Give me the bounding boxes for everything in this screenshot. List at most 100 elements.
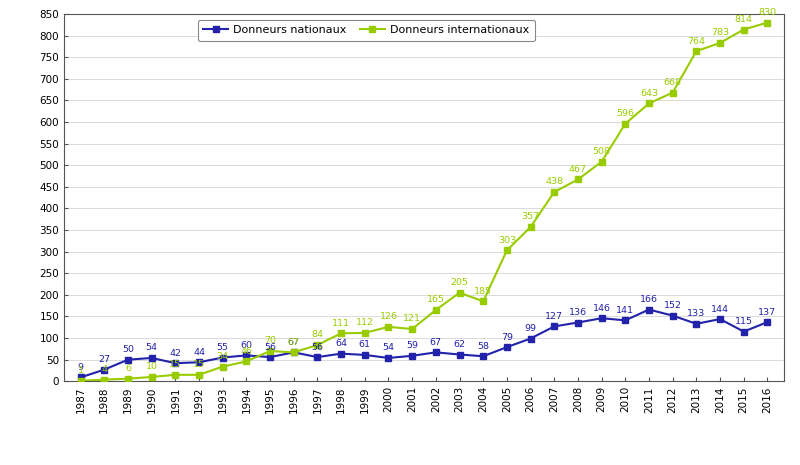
Text: 1: 1	[78, 366, 83, 375]
Text: 814: 814	[734, 15, 753, 24]
Donneurs nationaux	[762, 319, 772, 325]
Donneurs internationaux	[597, 159, 606, 165]
Donneurs nationaux	[218, 355, 227, 360]
Donneurs nationaux	[123, 357, 133, 363]
Text: 6: 6	[125, 364, 131, 373]
Donneurs internationaux	[99, 377, 109, 382]
Donneurs nationaux	[407, 353, 417, 359]
Donneurs internationaux	[550, 189, 559, 195]
Text: 146: 146	[593, 304, 610, 312]
Text: 205: 205	[450, 278, 469, 287]
Text: 15: 15	[193, 360, 205, 369]
Text: 165: 165	[427, 295, 445, 305]
Text: 79: 79	[501, 332, 513, 342]
Text: 112: 112	[356, 319, 374, 327]
Donneurs internationaux	[242, 359, 251, 364]
Donneurs internationaux	[762, 20, 772, 26]
Donneurs internationaux	[266, 348, 275, 354]
Donneurs internationaux	[170, 372, 180, 378]
Donneurs nationaux	[739, 329, 749, 334]
Text: 121: 121	[403, 314, 421, 324]
Donneurs internationaux	[76, 378, 86, 384]
Donneurs nationaux	[384, 355, 394, 361]
Donneurs nationaux	[691, 321, 701, 326]
Donneurs nationaux	[454, 352, 464, 357]
Donneurs internationaux	[147, 374, 157, 380]
Donneurs internationaux	[454, 290, 464, 295]
Donneurs internationaux	[526, 224, 535, 230]
Text: 643: 643	[640, 89, 658, 98]
Text: 115: 115	[734, 317, 753, 326]
Donneurs nationaux	[147, 355, 157, 361]
Donneurs nationaux	[431, 350, 441, 355]
Text: 830: 830	[758, 8, 777, 17]
Text: 4: 4	[102, 365, 107, 374]
Text: 10: 10	[146, 362, 158, 372]
Text: 27: 27	[98, 355, 110, 364]
Text: 67: 67	[288, 338, 300, 347]
Donneurs internationaux	[194, 372, 204, 378]
Donneurs nationaux	[597, 315, 606, 321]
Text: 64: 64	[335, 339, 347, 348]
Donneurs internationaux	[407, 326, 417, 332]
Text: 59: 59	[406, 341, 418, 350]
Text: 596: 596	[616, 109, 634, 118]
Text: 60: 60	[240, 341, 252, 350]
Text: 67: 67	[288, 338, 300, 347]
Donneurs nationaux	[360, 352, 370, 358]
Text: 303: 303	[498, 236, 516, 245]
Donneurs nationaux	[194, 359, 204, 365]
Donneurs internationaux	[313, 342, 322, 348]
Text: 70: 70	[264, 337, 276, 345]
Donneurs nationaux	[621, 318, 630, 323]
Text: 152: 152	[664, 301, 682, 310]
Donneurs nationaux	[573, 320, 582, 325]
Donneurs internationaux	[360, 330, 370, 336]
Line: Donneurs internationaux: Donneurs internationaux	[78, 20, 770, 384]
Donneurs internationaux	[668, 90, 678, 95]
Donneurs nationaux	[313, 354, 322, 360]
Donneurs internationaux	[289, 350, 298, 355]
Text: 144: 144	[711, 305, 729, 313]
Text: 54: 54	[382, 344, 394, 352]
Text: 56: 56	[264, 343, 276, 352]
Donneurs internationaux	[218, 364, 227, 369]
Text: 127: 127	[546, 312, 563, 321]
Donneurs nationaux	[242, 352, 251, 358]
Donneurs internationaux	[573, 177, 582, 182]
Text: 50: 50	[122, 345, 134, 354]
Text: 783: 783	[711, 28, 729, 37]
Text: 42: 42	[170, 349, 182, 358]
Donneurs internationaux	[123, 376, 133, 381]
Donneurs nationaux	[668, 313, 678, 319]
Donneurs nationaux	[99, 367, 109, 372]
Text: 62: 62	[454, 340, 466, 349]
Text: 9: 9	[78, 363, 83, 372]
Donneurs internationaux	[431, 307, 441, 313]
Donneurs nationaux	[715, 316, 725, 322]
Text: 438: 438	[546, 178, 563, 186]
Text: 55: 55	[217, 343, 229, 352]
Text: 136: 136	[569, 308, 587, 317]
Text: 99: 99	[525, 324, 537, 333]
Text: 61: 61	[358, 340, 370, 349]
Donneurs internationaux	[691, 48, 701, 54]
Donneurs nationaux	[266, 354, 275, 360]
Donneurs internationaux	[715, 40, 725, 46]
Text: 141: 141	[616, 306, 634, 315]
Donneurs internationaux	[478, 299, 488, 304]
Text: 137: 137	[758, 307, 777, 317]
Donneurs nationaux	[336, 351, 346, 357]
Donneurs internationaux	[384, 324, 394, 330]
Donneurs nationaux	[644, 307, 654, 312]
Line: Donneurs nationaux: Donneurs nationaux	[78, 306, 770, 380]
Donneurs internationaux	[336, 331, 346, 336]
Text: 764: 764	[687, 37, 706, 46]
Donneurs nationaux	[170, 360, 180, 366]
Donneurs internationaux	[644, 100, 654, 106]
Donneurs nationaux	[289, 350, 298, 355]
Donneurs internationaux	[621, 121, 630, 126]
Text: 56: 56	[311, 343, 323, 352]
Text: 111: 111	[332, 319, 350, 328]
Donneurs nationaux	[76, 375, 86, 380]
